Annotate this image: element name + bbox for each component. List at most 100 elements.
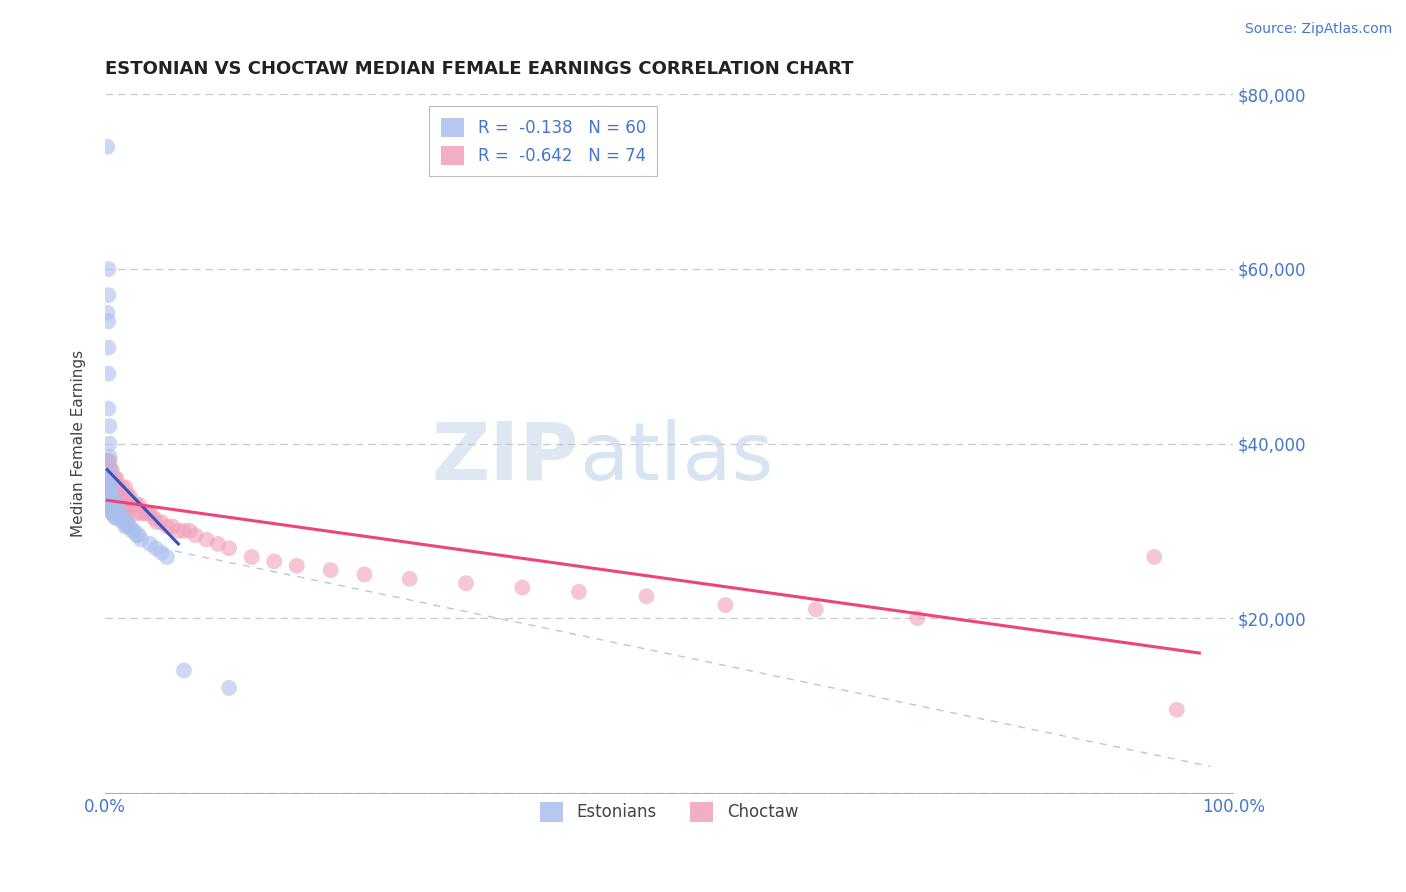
- Point: [139, 507, 162, 521]
- Point: [136, 507, 159, 521]
- Point: [207, 537, 229, 551]
- Point: [156, 519, 179, 533]
- Point: [263, 554, 285, 568]
- Point: [98, 450, 121, 464]
- Point: [98, 419, 121, 434]
- Point: [107, 510, 129, 524]
- Point: [98, 463, 121, 477]
- Point: [353, 567, 375, 582]
- Point: [122, 498, 145, 512]
- Point: [112, 489, 135, 503]
- Point: [1143, 549, 1166, 564]
- Point: [128, 528, 150, 542]
- Point: [104, 507, 127, 521]
- Point: [104, 510, 127, 524]
- Point: [114, 480, 136, 494]
- Point: [124, 524, 146, 538]
- Point: [142, 510, 165, 524]
- Point: [100, 498, 122, 512]
- Point: [134, 507, 156, 521]
- Point: [114, 515, 136, 529]
- Point: [121, 524, 143, 538]
- Point: [100, 489, 122, 503]
- Point: [139, 537, 162, 551]
- Point: [101, 498, 124, 512]
- Point: [128, 498, 150, 512]
- Point: [107, 498, 129, 512]
- Point: [98, 436, 121, 450]
- Point: [714, 598, 737, 612]
- Point: [129, 507, 152, 521]
- Point: [101, 489, 124, 503]
- Point: [97, 401, 120, 416]
- Point: [103, 502, 125, 516]
- Point: [100, 498, 122, 512]
- Point: [111, 498, 134, 512]
- Point: [101, 502, 124, 516]
- Point: [100, 507, 122, 521]
- Point: [105, 507, 128, 521]
- Point: [108, 507, 131, 521]
- Point: [105, 498, 128, 512]
- Point: [117, 515, 139, 529]
- Point: [125, 498, 148, 512]
- Point: [97, 341, 120, 355]
- Point: [98, 454, 121, 468]
- Point: [104, 489, 127, 503]
- Point: [107, 480, 129, 494]
- Point: [905, 611, 928, 625]
- Point: [96, 140, 118, 154]
- Point: [804, 602, 827, 616]
- Point: [96, 305, 118, 319]
- Point: [179, 524, 201, 538]
- Point: [145, 541, 167, 556]
- Text: ZIP: ZIP: [432, 418, 579, 497]
- Point: [120, 498, 142, 512]
- Point: [111, 480, 134, 494]
- Point: [96, 454, 118, 468]
- Point: [117, 519, 139, 533]
- Point: [104, 471, 127, 485]
- Point: [636, 589, 658, 603]
- Point: [100, 498, 122, 512]
- Point: [100, 493, 122, 508]
- Text: Source: ZipAtlas.com: Source: ZipAtlas.com: [1244, 22, 1392, 37]
- Point: [103, 507, 125, 521]
- Point: [112, 498, 135, 512]
- Point: [103, 498, 125, 512]
- Point: [124, 507, 146, 521]
- Point: [97, 454, 120, 468]
- Y-axis label: Median Female Earnings: Median Female Earnings: [72, 350, 86, 537]
- Point: [110, 510, 132, 524]
- Point: [184, 528, 207, 542]
- Point: [1166, 703, 1188, 717]
- Point: [114, 519, 136, 533]
- Point: [107, 507, 129, 521]
- Point: [129, 533, 152, 547]
- Point: [167, 524, 190, 538]
- Point: [218, 541, 240, 556]
- Point: [105, 510, 128, 524]
- Point: [118, 519, 141, 533]
- Point: [100, 480, 122, 494]
- Point: [100, 475, 122, 490]
- Point: [117, 489, 139, 503]
- Point: [100, 480, 122, 494]
- Point: [103, 480, 125, 494]
- Point: [173, 664, 195, 678]
- Point: [112, 515, 135, 529]
- Point: [100, 463, 122, 477]
- Point: [108, 489, 131, 503]
- Point: [105, 471, 128, 485]
- Point: [97, 314, 120, 328]
- Point: [156, 549, 179, 564]
- Point: [97, 288, 120, 302]
- Point: [105, 502, 128, 516]
- Point: [125, 528, 148, 542]
- Point: [101, 493, 124, 508]
- Point: [150, 546, 173, 560]
- Point: [98, 489, 121, 503]
- Point: [285, 558, 308, 573]
- Text: atlas: atlas: [579, 418, 773, 497]
- Point: [240, 549, 263, 564]
